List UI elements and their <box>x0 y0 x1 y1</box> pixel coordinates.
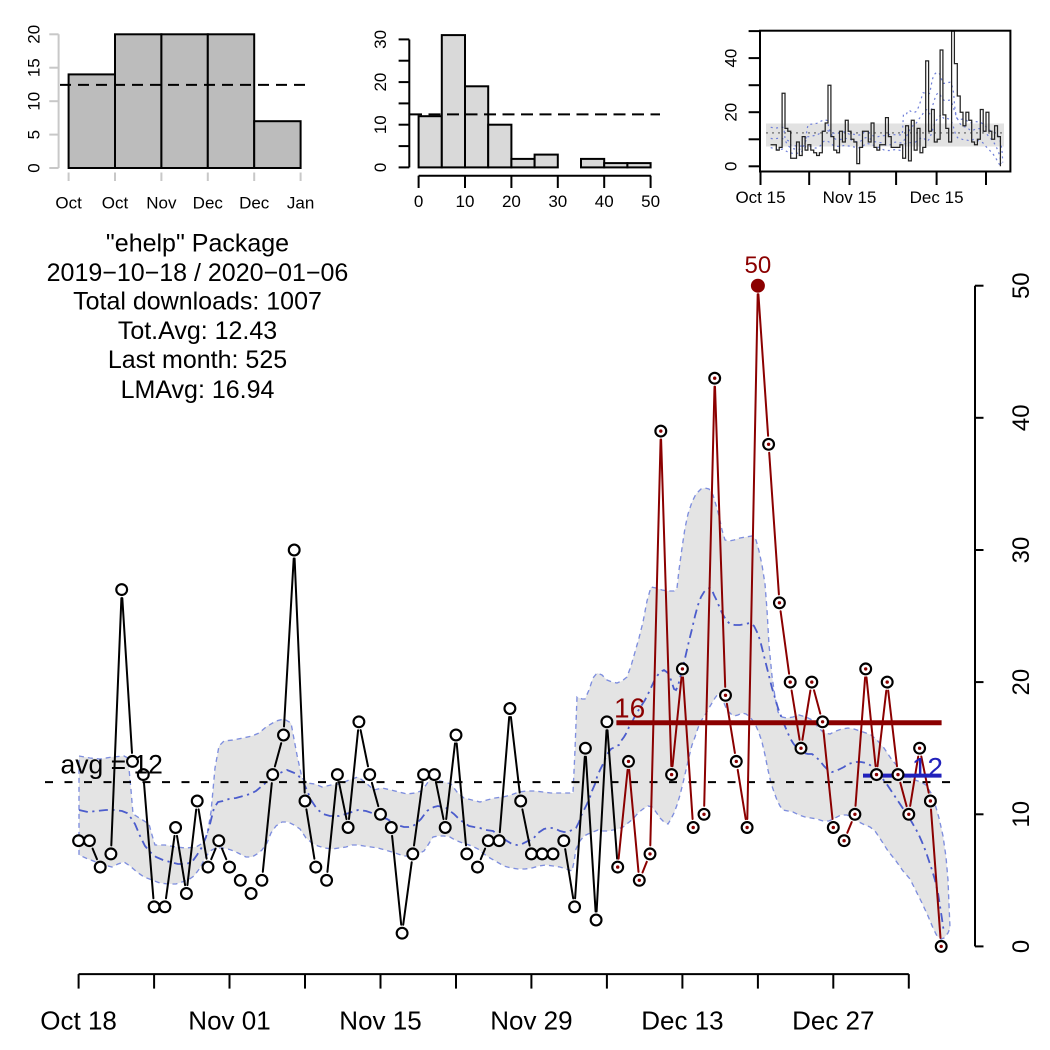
svg-text:0: 0 <box>414 192 423 211</box>
svg-text:0: 0 <box>371 163 390 172</box>
svg-text:"ehelp" Package: "ehelp" Package <box>106 230 289 258</box>
svg-text:0: 0 <box>25 163 44 172</box>
svg-text:30: 30 <box>371 30 390 49</box>
svg-text:Nov 15: Nov 15 <box>339 1006 421 1036</box>
svg-text:50: 50 <box>641 192 660 211</box>
svg-text:40: 40 <box>595 192 614 211</box>
svg-text:Dec: Dec <box>193 194 224 213</box>
svg-text:avg = 12: avg = 12 <box>61 750 163 780</box>
svg-text:12: 12 <box>912 752 943 783</box>
svg-text:Dec: Dec <box>239 194 270 213</box>
svg-text:15: 15 <box>25 58 44 77</box>
svg-text:20: 20 <box>371 73 390 92</box>
svg-text:Jan: Jan <box>287 194 314 213</box>
svg-text:50: 50 <box>745 252 772 279</box>
svg-text:Last month: 525: Last month: 525 <box>108 346 287 374</box>
svg-text:5: 5 <box>25 130 44 139</box>
svg-text:10: 10 <box>25 92 44 111</box>
svg-text:Nov 29: Nov 29 <box>490 1006 572 1036</box>
svg-text:50: 50 <box>1008 272 1035 299</box>
svg-text:30: 30 <box>1008 537 1035 564</box>
svg-text:Dec 27: Dec 27 <box>792 1006 874 1036</box>
svg-text:10: 10 <box>371 115 390 134</box>
svg-text:20: 20 <box>502 192 521 211</box>
svg-text:Oct 18: Oct 18 <box>40 1006 117 1036</box>
svg-text:20: 20 <box>722 103 741 122</box>
svg-text:Nov 15: Nov 15 <box>823 188 877 207</box>
svg-text:16: 16 <box>614 692 645 723</box>
svg-text:Total downloads: 1007: Total downloads: 1007 <box>73 288 322 316</box>
svg-text:LMAvg: 16.94: LMAvg: 16.94 <box>121 376 275 404</box>
svg-text:Oct 15: Oct 15 <box>735 188 785 207</box>
svg-text:10: 10 <box>456 192 475 211</box>
svg-text:20: 20 <box>25 25 44 44</box>
svg-text:Dec 13: Dec 13 <box>641 1006 723 1036</box>
svg-text:Nov 01: Nov 01 <box>188 1006 270 1036</box>
svg-text:Oct: Oct <box>55 194 82 213</box>
svg-text:40: 40 <box>1008 404 1035 431</box>
svg-text:Oct: Oct <box>102 194 129 213</box>
svg-text:40: 40 <box>722 49 741 68</box>
svg-text:10: 10 <box>1008 801 1035 828</box>
svg-text:Nov: Nov <box>146 194 177 213</box>
svg-text:Dec 15: Dec 15 <box>910 188 964 207</box>
svg-text:30: 30 <box>548 192 567 211</box>
svg-text:0: 0 <box>1008 940 1035 953</box>
svg-text:0: 0 <box>722 162 741 171</box>
svg-text:20: 20 <box>1008 669 1035 696</box>
svg-text:Tot.Avg: 12.43: Tot.Avg: 12.43 <box>118 317 277 345</box>
svg-text:2019−10−18 / 2020−01−06: 2019−10−18 / 2020−01−06 <box>47 259 349 287</box>
